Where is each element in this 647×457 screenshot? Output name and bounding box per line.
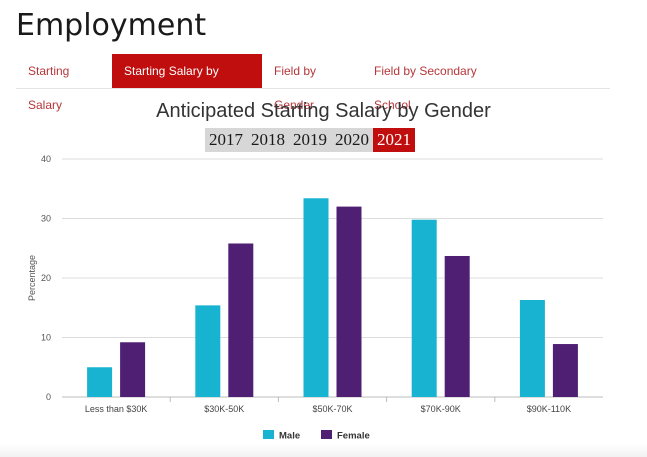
bar-male-3 bbox=[411, 219, 437, 397]
tab-field-by-gender[interactable]: Field by Gender bbox=[274, 64, 317, 112]
legend-label-female: Female bbox=[337, 431, 370, 442]
legend-swatch-male bbox=[263, 430, 274, 439]
year-2020-button[interactable]: 2020 bbox=[335, 130, 369, 149]
tab-starting-salary[interactable]: Starting Salary bbox=[28, 64, 70, 112]
year-2019-button[interactable]: 2019 bbox=[293, 130, 327, 149]
chart-title: Anticipated Starting Salary by Gender bbox=[156, 100, 491, 122]
x-tick-label: $70K-90K bbox=[421, 404, 461, 414]
bar-male-1 bbox=[195, 305, 221, 397]
y-tick-label: 40 bbox=[41, 154, 51, 164]
y-tick-label: 20 bbox=[41, 273, 51, 283]
page-title: Employment bbox=[16, 8, 207, 43]
bar-male-2 bbox=[303, 198, 329, 397]
x-tick-label: $50K-70K bbox=[312, 404, 352, 414]
y-tick-label: 10 bbox=[41, 333, 51, 343]
tab-bar: Starting Salary Starting Salary by Gende… bbox=[16, 54, 610, 112]
y-tick-label: 30 bbox=[41, 214, 51, 224]
year-selector: 2017 2018 2019 2020 2021 bbox=[205, 128, 415, 152]
bar-male-0 bbox=[87, 367, 113, 397]
bar-female-1 bbox=[228, 243, 254, 397]
x-tick-label: $90K-110K bbox=[527, 404, 571, 414]
x-tick-label: $30K-50K bbox=[204, 404, 244, 414]
tab-starting-salary-by-gender[interactable]: Starting Salary by Gender bbox=[112, 54, 262, 112]
x-tick-label: Less than $30K bbox=[85, 404, 148, 414]
bar-female-0 bbox=[120, 342, 146, 397]
y-tick-label: 0 bbox=[46, 392, 51, 402]
legend-swatch-female bbox=[321, 430, 332, 439]
bar-female-4 bbox=[552, 344, 578, 397]
bottom-fade bbox=[0, 443, 647, 457]
year-2018-button[interactable]: 2018 bbox=[251, 130, 285, 149]
tab-field-by-secondary-school[interactable]: Field by Secondary School bbox=[374, 64, 477, 112]
year-2017-button[interactable]: 2017 bbox=[209, 130, 243, 149]
bar-male-4 bbox=[519, 300, 545, 397]
bar-female-3 bbox=[444, 255, 470, 397]
year-2021-button[interactable]: 2021 bbox=[373, 128, 415, 152]
bar-female-2 bbox=[336, 206, 362, 397]
y-axis-label: Percentage bbox=[27, 255, 37, 301]
legend-label-male: Male bbox=[279, 431, 300, 442]
